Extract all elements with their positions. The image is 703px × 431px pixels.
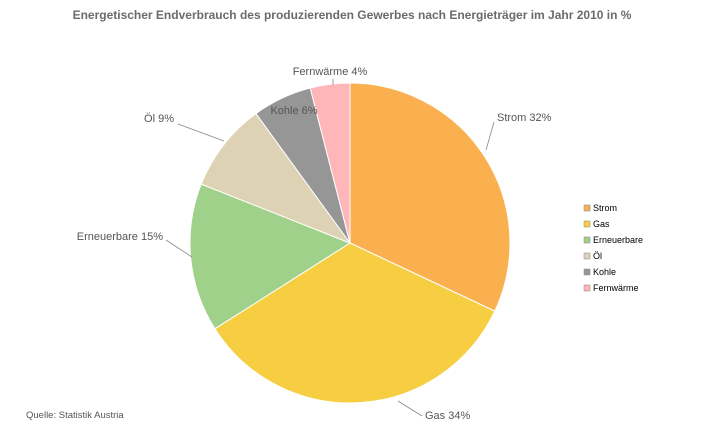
legend-label-0: Strom xyxy=(593,203,617,213)
pie-slice-2 xyxy=(189,183,352,330)
legend-label-1: Gas xyxy=(593,219,610,229)
data-label-1: Gas 34% xyxy=(425,410,470,422)
legend-swatch-0 xyxy=(583,204,591,212)
legend-label-5: Fernwärme xyxy=(593,283,639,293)
chart-title: Energetischer Endverbrauch des produzier… xyxy=(73,8,632,22)
pie-slice-5 xyxy=(309,82,351,244)
legend-swatch-1 xyxy=(583,220,591,228)
legend-label-3: Öl xyxy=(593,251,602,261)
data-label-0: Strom 32% xyxy=(497,112,552,124)
legend-swatch-5 xyxy=(583,284,591,292)
legend-label-4: Kohle xyxy=(593,267,616,277)
data-labels: Strom 32% Gas 34% Erneuerbare 15% Öl 9% Kohl… xyxy=(77,66,552,422)
leader-line-2 xyxy=(165,239,193,258)
pie-slice-3 xyxy=(200,112,352,245)
data-label-2: Erneuerbare 15% xyxy=(77,231,163,243)
pie-slice-1 xyxy=(214,242,496,404)
legend-swatch-3 xyxy=(583,252,591,260)
legend-label-2: Erneuerbare xyxy=(593,235,643,245)
source-note: Quelle: Statistik Austria xyxy=(26,410,124,421)
data-label-4: Kohle 6% xyxy=(270,105,317,117)
leader-line-3 xyxy=(177,123,225,142)
leader-line-1 xyxy=(397,400,423,417)
pie-slice-0 xyxy=(349,82,511,312)
leader-line-0 xyxy=(485,121,495,151)
pie-slices xyxy=(189,82,511,404)
legend-swatch-2 xyxy=(583,236,591,244)
leader-lines xyxy=(165,79,495,417)
legend: Strom Gas Erneuerbare Öl Kohle Fernwärme xyxy=(583,203,643,293)
data-label-5: Fernwärme 4% xyxy=(293,66,368,78)
legend-swatch-4 xyxy=(583,268,591,276)
data-label-3: Öl 9% xyxy=(144,113,174,125)
